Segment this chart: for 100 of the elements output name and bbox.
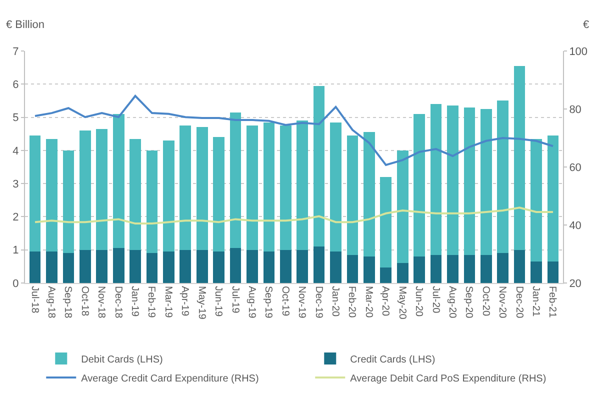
x-tick-label: Mar-19 bbox=[162, 286, 174, 318]
bar bbox=[130, 250, 141, 283]
bar bbox=[29, 252, 41, 283]
bar bbox=[246, 250, 258, 283]
legend-label: Average Credit Card Expenditure (RHS) bbox=[81, 373, 259, 384]
bar bbox=[530, 138, 542, 262]
legend-label: Debit Cards (LHS) bbox=[81, 354, 163, 366]
y-tick-label: 2 bbox=[12, 212, 19, 224]
bar bbox=[196, 250, 208, 283]
y-tick-label: 1 bbox=[12, 244, 19, 257]
bar bbox=[547, 136, 559, 262]
bar bbox=[497, 100, 509, 254]
x-tick-label: Jun-20 bbox=[413, 286, 424, 318]
bar bbox=[29, 136, 41, 252]
bar bbox=[414, 114, 425, 256]
bar bbox=[380, 267, 392, 283]
x-tick-label: Dec-19 bbox=[312, 286, 324, 319]
x-tick-label: Jul-19 bbox=[229, 286, 240, 314]
y2-tick-label: 80 bbox=[569, 104, 582, 116]
bar bbox=[346, 136, 358, 255]
y2-tick-label: 100 bbox=[569, 46, 588, 58]
x-tick-label: May-20 bbox=[396, 286, 408, 320]
x-tick-label: Sep-18 bbox=[62, 286, 74, 319]
x-tick-label: Mar-20 bbox=[362, 286, 374, 318]
y-tick-label: 5 bbox=[12, 112, 19, 124]
x-tick-label: Oct-18 bbox=[78, 286, 90, 316]
bar bbox=[313, 246, 325, 283]
x-tick-label: Apr-19 bbox=[179, 286, 190, 316]
x-tick-label: Aug-20 bbox=[446, 286, 458, 319]
bar bbox=[514, 66, 526, 250]
y-tick-label: 7 bbox=[12, 46, 19, 58]
bar bbox=[346, 254, 358, 283]
bar bbox=[447, 106, 458, 255]
x-tick-label: Nov-18 bbox=[96, 286, 107, 319]
y-tick-label: 0 bbox=[12, 278, 19, 290]
legend-label: Credit Cards (LHS) bbox=[350, 354, 436, 366]
x-tick-label: Nov-20 bbox=[496, 286, 508, 319]
bar bbox=[180, 250, 192, 283]
bar bbox=[96, 250, 108, 283]
y2-tick-label: 60 bbox=[569, 162, 582, 174]
bar bbox=[112, 248, 124, 283]
bar bbox=[530, 261, 542, 283]
bar bbox=[230, 248, 242, 283]
bar bbox=[280, 250, 292, 283]
x-tick-label: Nov-19 bbox=[296, 286, 308, 319]
x-tick-label: Jun-19 bbox=[212, 286, 224, 318]
x-tick-label: Jan-19 bbox=[129, 286, 140, 318]
x-tick-label: Jan-21 bbox=[530, 286, 542, 318]
y-tick-label: 3 bbox=[12, 178, 19, 190]
y-tick-label: 4 bbox=[12, 145, 19, 158]
bar bbox=[146, 253, 158, 283]
bar bbox=[364, 132, 375, 256]
bar bbox=[447, 254, 458, 283]
x-tick-label: Dec-18 bbox=[112, 286, 124, 319]
x-tick-label: Feb-20 bbox=[346, 286, 358, 318]
x-tick-label: Jul-20 bbox=[430, 286, 441, 314]
bar bbox=[180, 126, 192, 250]
line-series bbox=[34, 206, 554, 225]
x-tick-label: Dec-20 bbox=[513, 286, 524, 319]
bar bbox=[246, 126, 258, 250]
y-axis-title: € Billion bbox=[6, 19, 45, 31]
bar bbox=[364, 256, 375, 283]
y2-tick-label: 40 bbox=[569, 220, 582, 232]
bar bbox=[112, 114, 124, 248]
x-tick-label: Oct-20 bbox=[480, 286, 491, 316]
bar bbox=[130, 138, 141, 250]
x-tick-label: Sep-19 bbox=[262, 286, 274, 319]
bar bbox=[263, 122, 275, 252]
bar bbox=[79, 130, 91, 250]
bar bbox=[396, 150, 408, 264]
bar bbox=[163, 252, 174, 283]
bar bbox=[280, 126, 292, 250]
bar bbox=[46, 252, 58, 283]
bar bbox=[196, 127, 208, 250]
bar bbox=[163, 140, 174, 252]
x-tick-label: Oct-19 bbox=[279, 286, 290, 316]
bar bbox=[380, 176, 392, 268]
bar bbox=[396, 263, 408, 283]
x-tick-label: Apr-20 bbox=[380, 286, 391, 316]
bar bbox=[296, 250, 308, 283]
line-series bbox=[34, 94, 554, 166]
x-tick-label: Jan-20 bbox=[330, 286, 341, 318]
bar bbox=[62, 150, 74, 254]
bar bbox=[79, 250, 91, 283]
bar bbox=[330, 252, 342, 283]
y2-tick-label: 20 bbox=[569, 278, 582, 290]
bar bbox=[547, 261, 559, 283]
bar bbox=[430, 254, 442, 283]
x-tick-label: Aug-19 bbox=[246, 286, 257, 319]
x-tick-label: May-19 bbox=[196, 286, 207, 320]
x-tick-label: Sep-20 bbox=[463, 286, 474, 319]
bar bbox=[414, 256, 425, 283]
bar bbox=[464, 254, 476, 283]
bar bbox=[296, 120, 308, 250]
bar bbox=[146, 150, 158, 254]
x-tick-label: Jul-18 bbox=[28, 286, 40, 314]
bar bbox=[430, 104, 442, 255]
bar bbox=[330, 122, 342, 252]
bar bbox=[263, 252, 275, 283]
y2-axis-title: € bbox=[583, 19, 590, 31]
